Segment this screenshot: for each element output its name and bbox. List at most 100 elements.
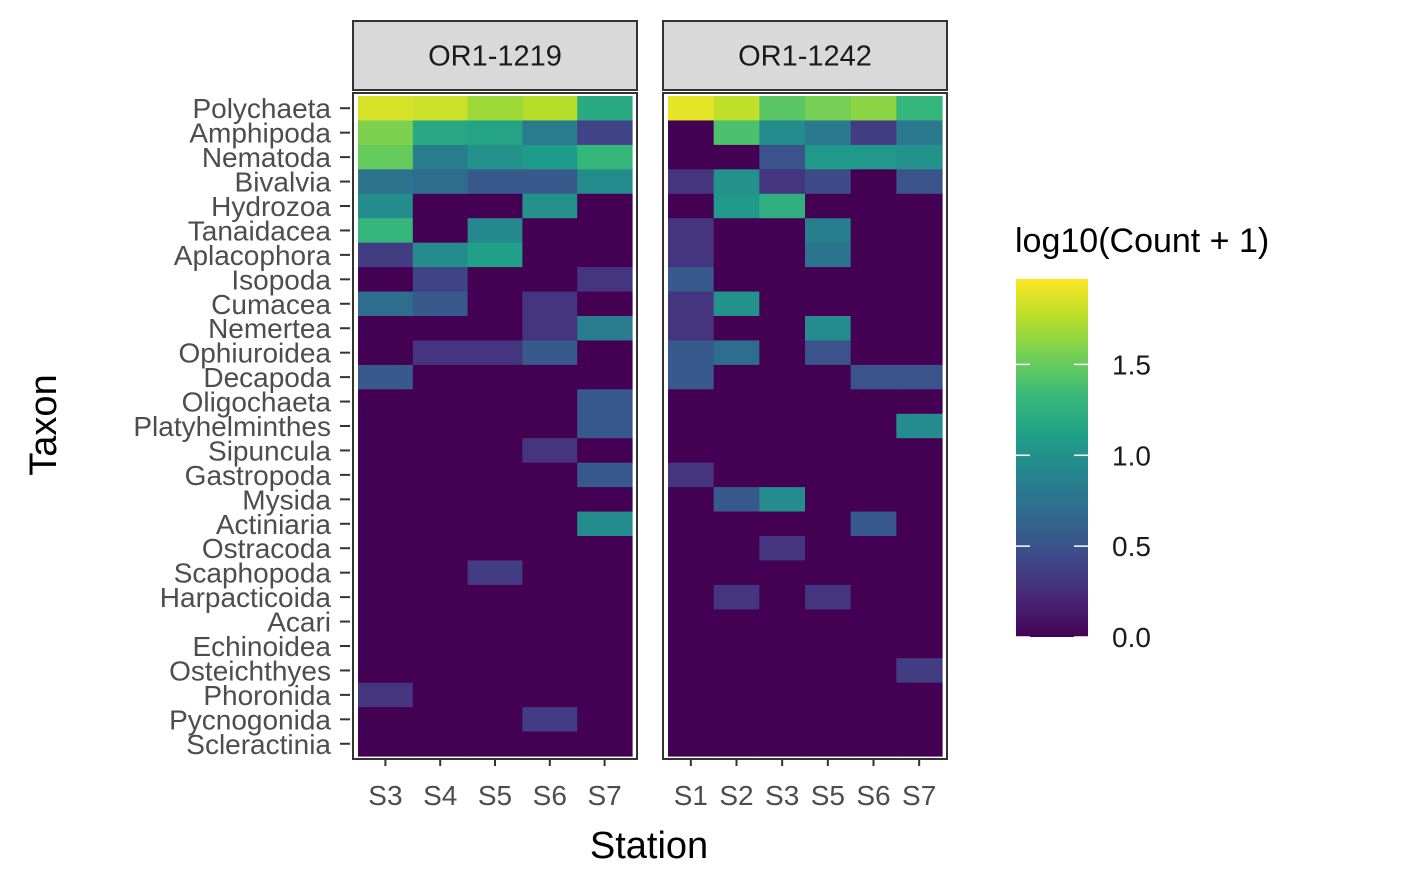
y-tick-label: Acari bbox=[267, 607, 331, 638]
heatmap-cell bbox=[467, 731, 523, 757]
y-tick-label: Pycnogonida bbox=[169, 704, 331, 735]
heatmap-cell bbox=[467, 584, 523, 610]
heatmap-cell bbox=[577, 242, 633, 268]
heatmap-cell bbox=[805, 536, 852, 562]
heatmap-cell bbox=[412, 120, 469, 146]
heatmap-cell bbox=[358, 413, 414, 439]
heatmap-cell bbox=[668, 682, 715, 708]
heatmap-cell bbox=[467, 144, 523, 170]
heatmap-cell bbox=[850, 193, 897, 219]
facet-panel-OR1-1219: OR1-1219 S3 S4 S5 S6 S7 bbox=[352, 20, 638, 811]
heatmap-cell bbox=[412, 633, 469, 659]
heatmap-cell bbox=[713, 242, 760, 268]
heatmap-cell bbox=[577, 511, 633, 537]
heatmap-cell bbox=[668, 707, 715, 733]
heatmap-cell bbox=[713, 707, 760, 733]
heatmap-cell bbox=[805, 340, 852, 366]
heatmap-cell bbox=[668, 120, 715, 146]
heatmap-cell bbox=[850, 682, 897, 708]
heatmap-cell bbox=[668, 560, 715, 586]
heatmap-cell bbox=[805, 731, 852, 757]
heatmap-cell bbox=[577, 218, 633, 244]
heatmap-cell bbox=[358, 609, 414, 635]
legend-tick-label: 0.5 bbox=[1112, 531, 1151, 562]
y-tick-label: Actiniaria bbox=[216, 509, 332, 540]
heatmap-cell bbox=[896, 487, 943, 513]
heatmap-cell bbox=[577, 536, 633, 562]
heatmap-cell bbox=[412, 242, 469, 268]
heatmap-cell bbox=[522, 413, 578, 439]
heatmap-cell bbox=[759, 731, 806, 757]
heatmap-cell bbox=[805, 193, 852, 219]
heatmap-cell bbox=[759, 707, 806, 733]
y-tick-label: Phoronida bbox=[203, 680, 331, 711]
y-tick-label: Oligochaeta bbox=[182, 387, 332, 418]
panel-border bbox=[662, 92, 948, 760]
heatmap-cell bbox=[850, 633, 897, 659]
heatmap-cell bbox=[577, 609, 633, 635]
heatmap-cell bbox=[759, 291, 806, 317]
heatmap-cell bbox=[577, 707, 633, 733]
heatmap-cell bbox=[668, 536, 715, 562]
heatmap-cell bbox=[713, 96, 760, 122]
heatmap-cell bbox=[358, 364, 414, 390]
heatmap-cell bbox=[896, 511, 943, 537]
heatmap-cell bbox=[759, 144, 806, 170]
heatmap-cell bbox=[577, 364, 633, 390]
heatmap-cell bbox=[412, 658, 469, 684]
y-tick-label: Decapoda bbox=[203, 362, 331, 393]
heatmap-cell bbox=[713, 536, 760, 562]
heatmap-cell bbox=[522, 218, 578, 244]
heatmap-cell bbox=[522, 438, 578, 464]
heatmap-cell bbox=[412, 487, 469, 513]
heatmap-cell bbox=[896, 242, 943, 268]
heatmap-cell bbox=[896, 707, 943, 733]
heatmap-cell bbox=[850, 609, 897, 635]
heatmap-cell bbox=[713, 560, 760, 586]
y-axis-title: Taxon bbox=[23, 374, 65, 475]
x-tick-label: S5 bbox=[478, 780, 512, 811]
heatmap-cell bbox=[805, 389, 852, 415]
heatmap-cell bbox=[522, 633, 578, 659]
heatmap-cell bbox=[467, 169, 523, 195]
y-tick-label: Ophiuroidea bbox=[178, 338, 331, 369]
heatmap-cell bbox=[577, 584, 633, 610]
heatmap-cell bbox=[759, 609, 806, 635]
heatmap-cell bbox=[467, 682, 523, 708]
y-axis: PolychaetaAmphipodaNematodaBivalviaHydro… bbox=[133, 93, 350, 760]
heatmap-cell bbox=[358, 267, 414, 293]
heatmap-cell bbox=[805, 144, 852, 170]
heatmap-cell bbox=[467, 120, 523, 146]
heatmap-cell bbox=[412, 560, 469, 586]
facet-strip-label: OR1-1242 bbox=[738, 41, 872, 73]
heatmap-cell bbox=[522, 120, 578, 146]
heatmap-cell bbox=[668, 218, 715, 244]
heatmap-cell bbox=[850, 413, 897, 439]
heatmap-cell bbox=[759, 487, 806, 513]
heatmap-cell bbox=[358, 96, 414, 122]
heatmap-cell bbox=[577, 169, 633, 195]
y-tick-label: Aplacophora bbox=[174, 240, 332, 271]
y-tick-label: Nematoda bbox=[202, 142, 332, 173]
heatmap-cell bbox=[896, 96, 943, 122]
x-tick-label: S3 bbox=[765, 780, 799, 811]
x-tick-label: S5 bbox=[811, 780, 845, 811]
heatmap-cell bbox=[522, 96, 578, 122]
facet-strip bbox=[662, 20, 948, 91]
heatmap-cell bbox=[713, 487, 760, 513]
heatmap-cell bbox=[577, 193, 633, 219]
heatmap-cell bbox=[713, 267, 760, 293]
heatmap-cell bbox=[759, 413, 806, 439]
heatmap-cell bbox=[358, 291, 414, 317]
y-tick-label: Isopoda bbox=[231, 264, 331, 295]
heatmap-cell bbox=[522, 511, 578, 537]
y-tick-label: Hydrozoa bbox=[211, 191, 331, 222]
heatmap-cell bbox=[896, 364, 943, 390]
heatmap-cell bbox=[668, 658, 715, 684]
x-axis-title: Station bbox=[590, 825, 708, 867]
heatmap-cell bbox=[668, 242, 715, 268]
heatmap-cell bbox=[668, 364, 715, 390]
heatmap-cell bbox=[522, 144, 578, 170]
heatmap-cell bbox=[467, 487, 523, 513]
